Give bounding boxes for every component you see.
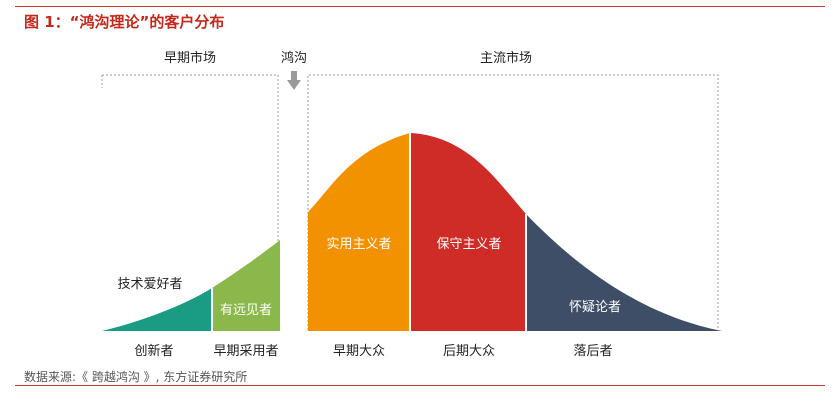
mainstream-market-bracket [307,74,719,330]
chasm-label: 鸿沟 [281,50,307,66]
segment-early-majority [308,133,410,331]
segment-name-early-majority: 实用主义者 [326,237,391,252]
segment-name-innovators: 技术爱好者 [117,277,182,292]
early-market-label: 早期市场 [164,50,216,66]
segment-innovators [102,288,212,331]
category-early-adopters: 早期采用者 [213,344,278,359]
chasm-arrow-shaft [291,71,297,80]
top-rule [15,6,825,7]
category-late-majority: 后期大众 [443,344,495,359]
mainstream-market-label: 主流市场 [480,50,532,66]
segment-late-majority [410,133,526,331]
source-note: 数据来源:《 跨越鸿沟 》, 东方证券研究所 [24,370,248,384]
segment-early-adopters [212,240,280,331]
segment-name-late-majority: 保守主义者 [436,237,501,252]
segment-name-early-adopters: 有远见者 [220,303,272,318]
bottom-rule [15,385,825,386]
category-early-majority: 早期大众 [333,344,385,359]
chasm-arrow-icon [287,80,301,90]
category-laggards: 落后者 [573,344,612,359]
segment-name-laggards: 怀疑论者 [569,299,621,315]
category-innovators: 创新者 [134,343,173,359]
figure-title: 图 1：“鸿沟理论”的客户分布 [24,13,225,31]
segment-laggards [526,214,722,331]
